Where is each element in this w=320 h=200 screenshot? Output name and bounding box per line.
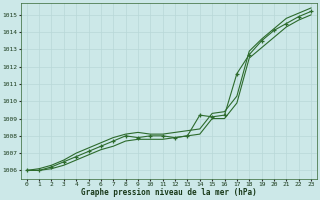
X-axis label: Graphe pression niveau de la mer (hPa): Graphe pression niveau de la mer (hPa): [81, 188, 257, 197]
